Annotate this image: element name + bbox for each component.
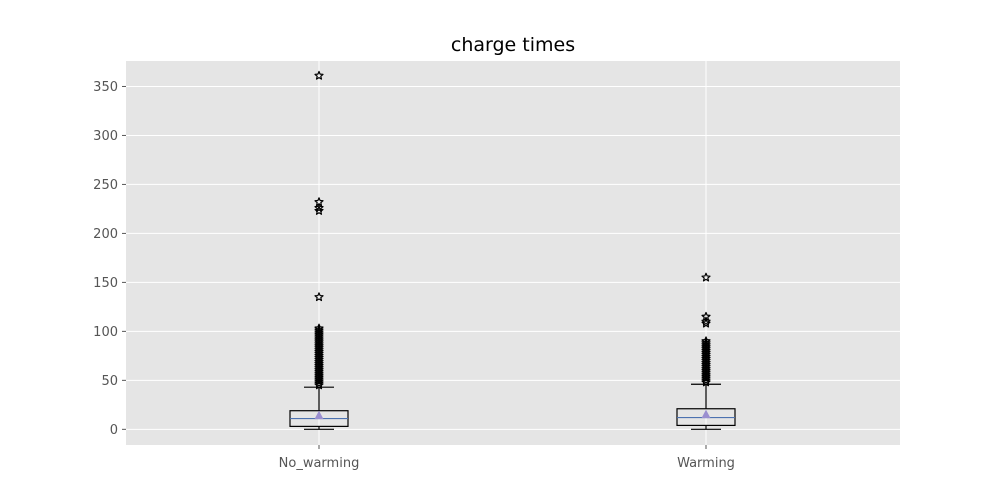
mean-marker [314, 410, 324, 420]
y-tick-label: 0 [110, 423, 118, 438]
outlier-point [314, 335, 324, 345]
outlier-point [314, 327, 324, 337]
y-tick-label: 350 [93, 80, 118, 95]
outlier-point [701, 363, 711, 373]
x-tick-label: Warming [677, 456, 735, 471]
outlier-point [701, 375, 711, 385]
y-tick-label: 200 [93, 227, 118, 242]
outlier-point [701, 318, 711, 328]
outlier-point [701, 336, 711, 346]
outlier-point [701, 359, 711, 369]
outlier-point [701, 367, 711, 377]
outlier-point [701, 342, 711, 352]
chart-title: charge times [451, 34, 575, 56]
outlier-point [314, 362, 324, 372]
outlier-point [314, 343, 324, 353]
outlier-point [314, 353, 324, 362]
outlier-point [701, 357, 711, 367]
x-tick-label: No_warming [279, 456, 360, 471]
y-tick-label: 100 [93, 325, 118, 340]
outlier-point [701, 340, 711, 350]
y-tick-label: 150 [93, 276, 118, 291]
outlier-point [314, 349, 324, 358]
outlier-point [701, 350, 711, 359]
outlier-point [314, 206, 324, 215]
outlier-point [314, 358, 324, 368]
outlier-point [701, 361, 711, 371]
outlier-point [701, 348, 711, 357]
outlier-point [314, 370, 324, 380]
grid-lines [126, 61, 900, 445]
outlier-point [314, 380, 324, 390]
outlier-point [314, 368, 324, 378]
outlier-point [314, 333, 324, 343]
outlier-point [314, 376, 324, 386]
outlier-point [314, 378, 324, 388]
outlier-point [701, 369, 711, 379]
outlier-point [701, 354, 711, 363]
outlier-point [701, 355, 711, 365]
y-tick-label: 300 [93, 129, 118, 144]
y-axis-ticks: 0 50 100 150 200 250 300 350 [93, 80, 126, 438]
y-tick-label: 250 [93, 178, 118, 193]
outlier-point [314, 360, 324, 370]
outlier-point [701, 346, 711, 355]
outlier-point [314, 339, 324, 349]
outlier-point [314, 364, 324, 374]
boxes [289, 70, 736, 430]
outlier-point [314, 323, 324, 333]
outlier-point [314, 347, 324, 356]
outlier-point [701, 311, 711, 321]
x-axis-ticks: No_warming Warming [279, 445, 735, 471]
outlier-point [314, 356, 324, 366]
outlier-point [314, 345, 324, 354]
plot-area [126, 61, 900, 445]
outlier-point [701, 371, 711, 381]
outlier-point [314, 331, 324, 341]
outlier-point [314, 197, 324, 207]
outlier-point [314, 354, 324, 364]
outlier-point [314, 351, 324, 360]
outlier-point [701, 377, 711, 387]
outlier-point [701, 352, 711, 361]
outlier-point [314, 325, 324, 335]
outlier-point [314, 366, 324, 376]
outlier-point [314, 70, 324, 80]
outlier-point [701, 365, 711, 375]
outlier-point [314, 292, 324, 302]
outlier-point [314, 374, 324, 384]
mean-marker [701, 409, 711, 419]
y-tick-label: 50 [101, 374, 118, 389]
box-group [289, 70, 349, 430]
outlier-point [314, 337, 324, 347]
outlier-point [314, 329, 324, 339]
outlier-point [314, 341, 324, 351]
box-group [676, 272, 736, 430]
outlier-point [314, 372, 324, 382]
outlier-point [314, 203, 324, 212]
outlier-point [701, 338, 711, 348]
outlier-point [701, 373, 711, 383]
outlier-point [701, 344, 711, 353]
outlier-point [701, 272, 711, 282]
